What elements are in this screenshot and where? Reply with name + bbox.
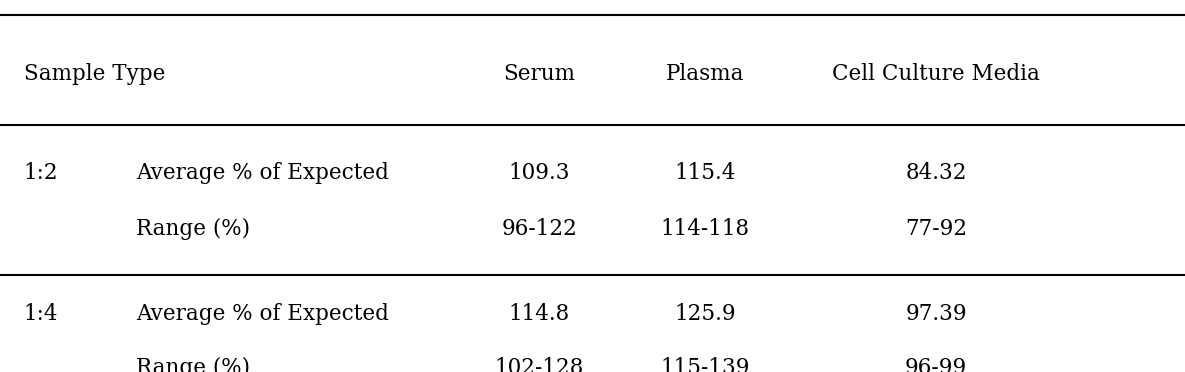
Text: Serum: Serum [504, 63, 575, 86]
Text: 96-99: 96-99 [905, 357, 967, 372]
Text: Plasma: Plasma [666, 63, 744, 86]
Text: 114-118: 114-118 [660, 218, 750, 240]
Text: Average % of Expected: Average % of Expected [136, 162, 389, 184]
Text: Sample Type: Sample Type [24, 63, 165, 86]
Text: Range (%): Range (%) [136, 357, 250, 372]
Text: 115-139: 115-139 [660, 357, 750, 372]
Text: 102-128: 102-128 [494, 357, 584, 372]
Text: 109.3: 109.3 [508, 162, 570, 184]
Text: 1:2: 1:2 [24, 162, 58, 184]
Text: 1:4: 1:4 [24, 303, 58, 326]
Text: Cell Culture Media: Cell Culture Media [832, 63, 1040, 86]
Text: 77-92: 77-92 [905, 218, 967, 240]
Text: Range (%): Range (%) [136, 218, 250, 240]
Text: 115.4: 115.4 [674, 162, 736, 184]
Text: 125.9: 125.9 [674, 303, 736, 326]
Text: Average % of Expected: Average % of Expected [136, 303, 389, 326]
Text: 84.32: 84.32 [905, 162, 967, 184]
Text: 97.39: 97.39 [905, 303, 967, 326]
Text: 114.8: 114.8 [508, 303, 570, 326]
Text: 96-122: 96-122 [501, 218, 577, 240]
